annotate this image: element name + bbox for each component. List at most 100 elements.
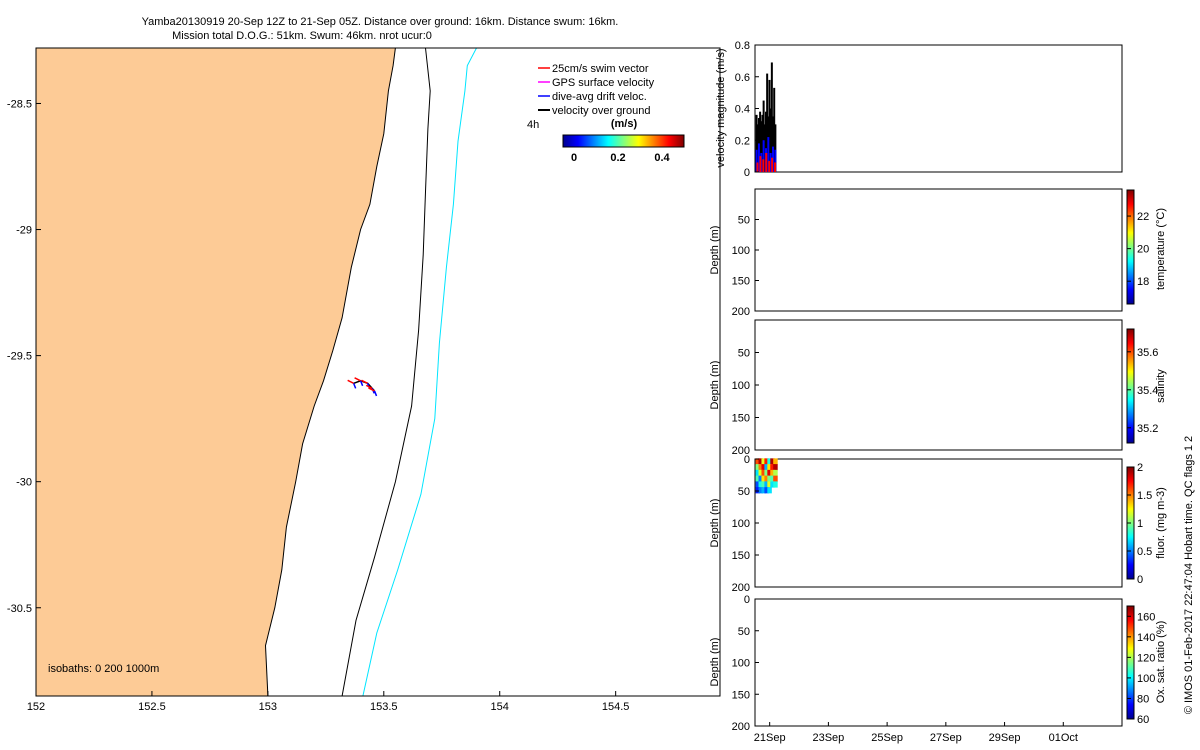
colorbar-tick-label: 120 (1137, 652, 1155, 664)
track-swim-vector (347, 379, 354, 385)
fluorescence-ylabel: Depth (m) (709, 499, 721, 548)
fluorescence-cell (767, 469, 772, 477)
velocity-bar (769, 108, 772, 172)
velocity-ylabel: velocity magnitude (m/s) (715, 48, 727, 167)
time-tick-label: 25Sep (871, 732, 903, 744)
time-axis-ticks: 21Sep 23Sep 25Sep 27Sep 29Sep 01Oct (754, 722, 1078, 744)
oxygen-ylabel: Depth (m) (709, 638, 721, 687)
fluorescence-cell (773, 481, 778, 488)
fluorescence-cell (755, 469, 761, 477)
fluorescence-cell (773, 475, 778, 482)
velocity-bar (768, 160, 771, 172)
fluorescence-cell (758, 475, 764, 482)
fluorescence-cell (764, 481, 769, 488)
track-swim-vector (354, 377, 361, 382)
fluorescence-cell (761, 487, 766, 494)
fluorescence-cell (767, 481, 772, 488)
velocity-bar (762, 140, 765, 172)
colorbar-tick-label: 20 (1137, 244, 1149, 256)
velocity-bar (763, 124, 766, 172)
fluorescence-cell (755, 475, 761, 482)
colorbar-units: (m/s) (611, 118, 638, 130)
land-area (35, 47, 396, 697)
depth-tick-label: 100 (732, 658, 750, 670)
legend-swim-vector: 25cm/s swim vector (552, 63, 649, 75)
colorbar-tick-label: 100 (1137, 673, 1155, 685)
colorbar-tick-label: 0.5 (1137, 546, 1152, 558)
title-line-1: Yamba20130919 20-Sep 12Z to 21-Sep 05Z. … (142, 16, 619, 28)
track-drift-vector (373, 390, 378, 397)
depth-tick-label: 150 (732, 689, 750, 701)
colorbar-tick-label: 160 (1137, 611, 1155, 623)
legend-gps-velocity: GPS surface velocity (552, 77, 655, 89)
isobaths-note: isobaths: 0 200 1000m (48, 663, 159, 675)
map-legend: 25cm/s swim vector GPS surface velocity … (527, 63, 655, 131)
footer-note: © IMOS 01-Feb-2017 22:47:04 Hobart time.… (1183, 436, 1195, 714)
colorbar-tick-label: 0 (1137, 574, 1143, 586)
velocity-bar (769, 152, 772, 172)
fluorescence-cbar-label: fluor. (mg m-3) (1155, 487, 1167, 559)
fluorescence-cell (770, 464, 775, 471)
velocity-bar (774, 124, 777, 172)
map-ytick-label: -29.5 (7, 351, 32, 363)
velocity-bar (759, 156, 762, 172)
salinity-cbar-label: salinity (1155, 369, 1167, 403)
depth-tick-label: 150 (732, 550, 750, 562)
depth-tick-label: 50 (738, 486, 750, 498)
colorbar-tick-label: 2 (1137, 462, 1143, 474)
depth-tick-label: 50 (738, 348, 750, 360)
depth-tick-label: 200 (732, 582, 750, 594)
fluorescence-cell (758, 481, 764, 488)
fluorescence-cell (761, 464, 766, 471)
salinity-ylabel: Depth (m) (709, 361, 721, 410)
depth-tick-label: 100 (732, 380, 750, 392)
velocity-ytick-label: 0 (744, 167, 750, 179)
time-tick-label: 29Sep (989, 732, 1021, 744)
salinity-colorbar-ticks: 35.2 35.4 35.6 (1127, 347, 1158, 435)
velocity-ytick-label: 0.2 (735, 135, 750, 147)
depth-tick-label: 200 (732, 306, 750, 318)
fluorescence-colorbar-ticks: 0 0.5 1 1.5 2 (1127, 462, 1152, 586)
depth-tick-label: 200 (732, 445, 750, 457)
temperature-ylabel: Depth (m) (709, 226, 721, 275)
velocity-bar (762, 159, 765, 172)
track-swim-vector (365, 384, 373, 390)
legend-drift-velocity: dive-avg drift veloc. (552, 91, 647, 103)
time-tick-label: 21Sep (754, 732, 786, 744)
colorbar-tick-label: 60 (1137, 714, 1149, 726)
colorbar-ticks: 0 0.2 0.4 (571, 152, 671, 164)
velocity-bar (771, 157, 774, 172)
fluorescence-cell (755, 458, 761, 465)
isobath-1000m (362, 47, 477, 697)
depth-tick-label: 50 (738, 215, 750, 227)
fluorescence-cell (761, 475, 766, 482)
time-tick-label: 01Oct (1049, 732, 1078, 744)
track-swim-vector (368, 387, 375, 392)
map-ytick-label: -30 (16, 477, 32, 489)
fluorescence-cell (764, 464, 769, 471)
colorbar-tick-label: 35.4 (1137, 385, 1158, 397)
map-frame (35, 47, 721, 697)
velocity-bar (762, 100, 765, 172)
oxygen-panel: 0 50 100 150 200 21Sep 23Sep 25Sep 27Sep 29Sep 01… (709, 594, 1167, 744)
velocity-bar (764, 111, 767, 172)
velocity-bar (756, 124, 759, 172)
fluorescence-cell (758, 469, 764, 477)
fluorescence-cell (758, 487, 764, 494)
track-drift-vector (359, 380, 364, 387)
fluorescence-cell (770, 475, 775, 482)
track-drift-vector (352, 383, 357, 389)
fluorescence-cell (764, 475, 769, 482)
velocity-ytick-label: 0.4 (735, 104, 750, 116)
colorbar-tick-label: 22 (1137, 211, 1149, 223)
depth-tick-label: 200 (732, 721, 750, 733)
velocity-bars (755, 62, 777, 172)
salinity-panel: 50 100 150 200 Depth (m) 35.2 35.4 35.6 salin… (709, 319, 1167, 457)
salinity-depth-ticks: 50 100 150 200 (732, 348, 759, 457)
fluorescence-cell (755, 481, 761, 488)
velocity-bar (759, 111, 762, 172)
fluorescence-cell (767, 458, 772, 465)
map-xtick-label: 152.5 (138, 701, 166, 713)
colorbar-tick-label: 1.5 (1137, 490, 1152, 502)
